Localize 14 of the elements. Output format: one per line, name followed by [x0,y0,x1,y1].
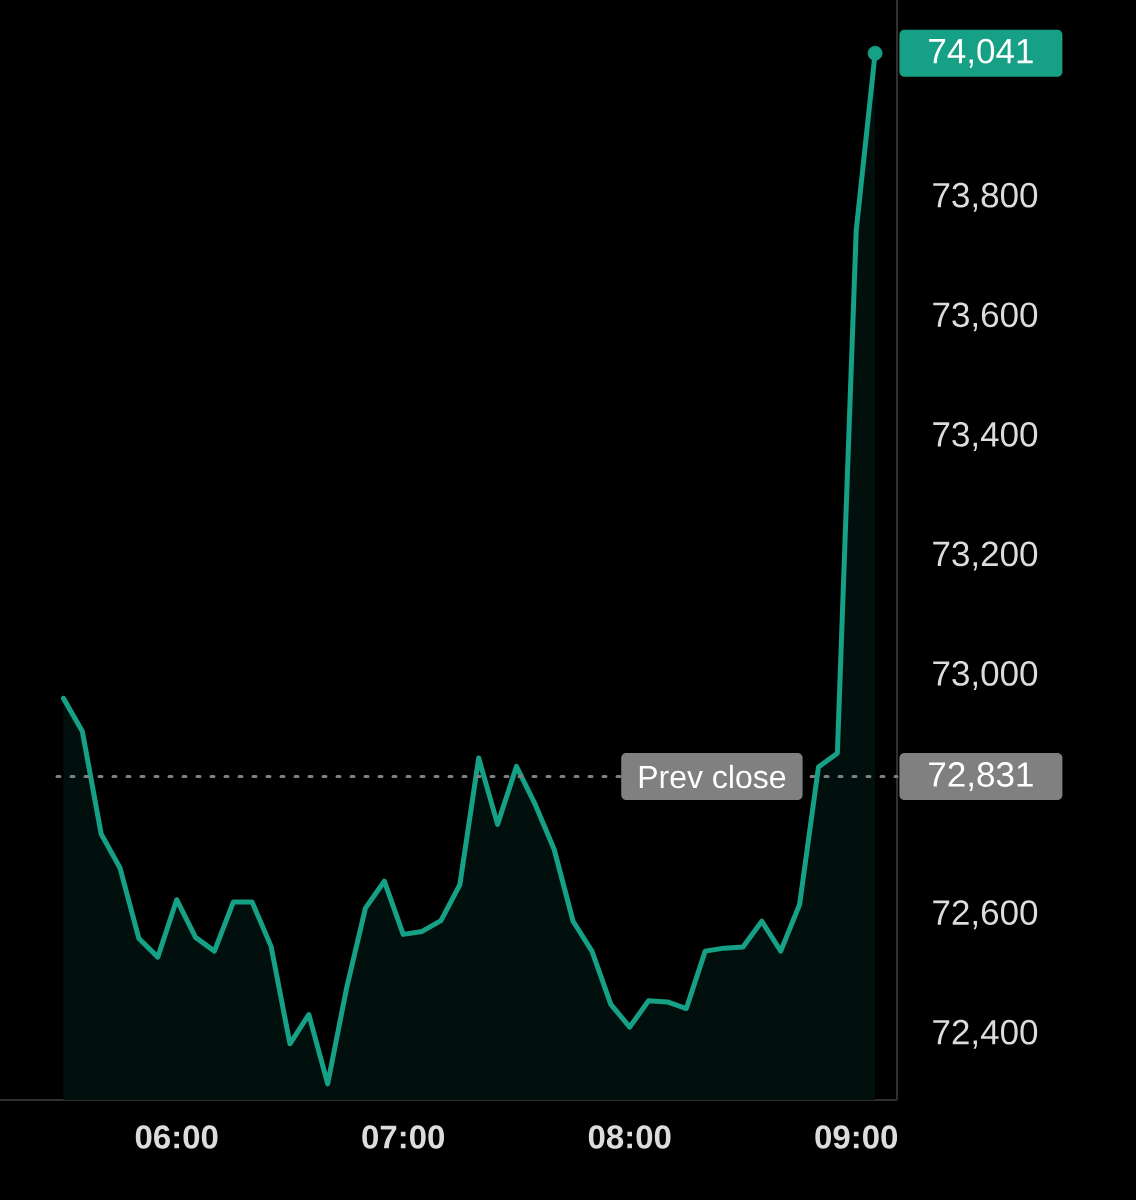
y-tick-label: 72,600 [933,900,1038,930]
x-tick-label: 07:00 [362,1125,445,1149]
x-tick-label: 09:00 [815,1125,898,1149]
text: 72,831 [929,762,1033,792]
y-tick-label: 73,800 [933,182,1038,212]
ref-line-label: Prev close [639,764,786,789]
y-tick-label: 72,400 [933,1019,1038,1049]
y-tick-label: 73,000 [933,661,1038,691]
data-label: 74,041 [929,38,1033,68]
x-tick-label: 08:00 [588,1125,671,1149]
x-tick-label: 06:00 [135,1125,218,1149]
y-tick-label: 73,600 [933,302,1038,332]
y-tick-label: 73,200 [933,541,1038,571]
y-tick-label: 73,400 [933,421,1038,451]
